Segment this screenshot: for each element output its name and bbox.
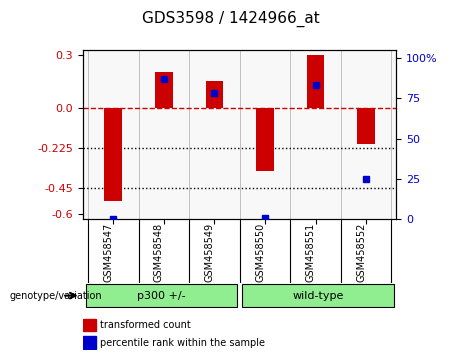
Text: GSM458550: GSM458550: [255, 223, 265, 282]
Bar: [307, 55, 325, 108]
Bar: [206, 81, 223, 108]
Text: transformed count: transformed count: [100, 320, 191, 330]
Bar: [83, 319, 95, 331]
Bar: [105, 108, 122, 201]
Text: GSM458548: GSM458548: [154, 223, 164, 282]
Text: GSM458551: GSM458551: [306, 223, 316, 282]
Bar: [256, 108, 274, 171]
Text: GDS3598 / 1424966_at: GDS3598 / 1424966_at: [142, 11, 319, 27]
Text: genotype/variation: genotype/variation: [9, 291, 102, 301]
FancyBboxPatch shape: [86, 285, 237, 307]
FancyBboxPatch shape: [242, 285, 394, 307]
Text: GSM458549: GSM458549: [204, 223, 214, 282]
Text: p300 +/-: p300 +/-: [137, 291, 186, 301]
Text: wild-type: wild-type: [292, 291, 344, 301]
Text: percentile rank within the sample: percentile rank within the sample: [100, 338, 265, 348]
Bar: [357, 108, 375, 144]
Bar: [83, 336, 95, 349]
Text: GSM458552: GSM458552: [356, 223, 366, 282]
Bar: [155, 72, 173, 108]
Text: GSM458547: GSM458547: [103, 223, 113, 282]
